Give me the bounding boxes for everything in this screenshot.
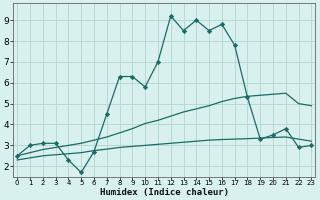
- X-axis label: Humidex (Indice chaleur): Humidex (Indice chaleur): [100, 188, 229, 197]
